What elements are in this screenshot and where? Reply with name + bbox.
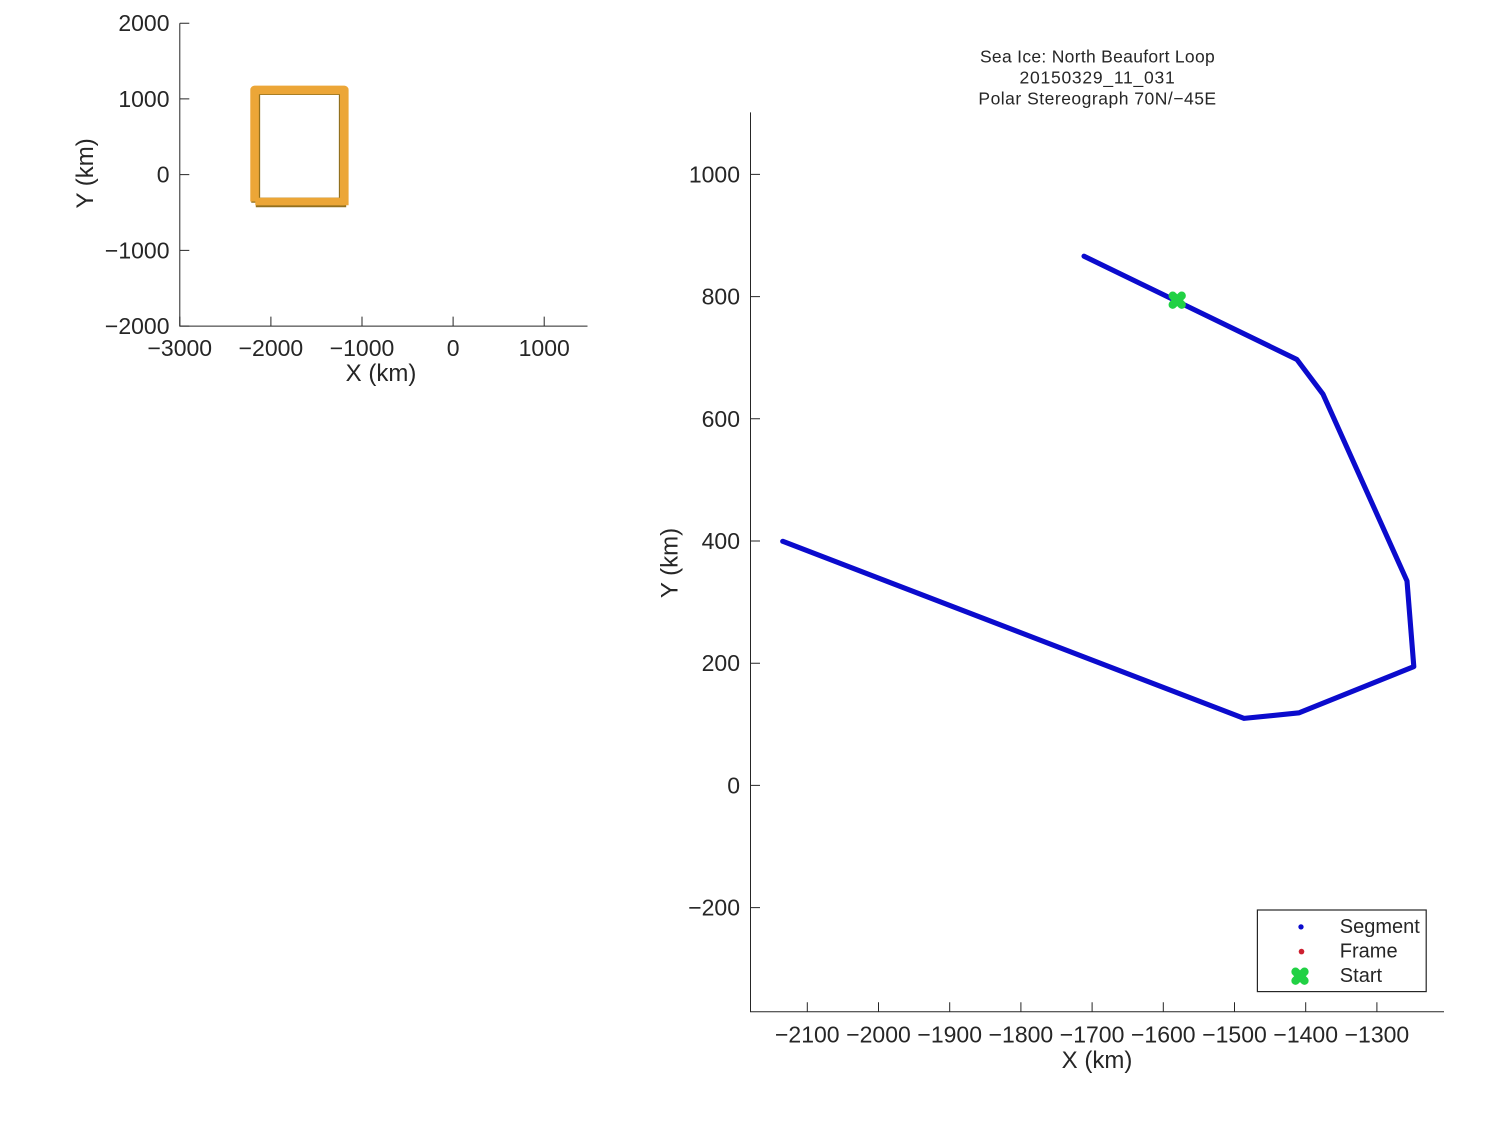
svg-text:−1000: −1000 xyxy=(330,335,395,361)
svg-text:Y (km): Y (km) xyxy=(657,528,684,598)
svg-text:−2000: −2000 xyxy=(105,313,170,339)
svg-text:−1600: −1600 xyxy=(1131,1022,1196,1048)
svg-text:600: 600 xyxy=(702,406,740,432)
svg-text:Sea Ice: North Beaufort Loop: Sea Ice: North Beaufort Loop xyxy=(980,47,1215,67)
svg-text:1000: 1000 xyxy=(519,335,570,361)
svg-text:−2000: −2000 xyxy=(846,1022,911,1048)
svg-text:0: 0 xyxy=(727,772,740,798)
svg-text:1000: 1000 xyxy=(689,161,740,187)
svg-text:20150329_11_031: 20150329_11_031 xyxy=(1020,68,1176,89)
svg-text:−1300: −1300 xyxy=(1345,1022,1410,1048)
svg-text:0: 0 xyxy=(157,162,170,188)
svg-text:−200: −200 xyxy=(688,895,740,921)
svg-text:Frame: Frame xyxy=(1340,941,1398,963)
svg-text:800: 800 xyxy=(702,284,740,310)
svg-text:−3000: −3000 xyxy=(147,335,212,361)
svg-text:Y (km): Y (km) xyxy=(72,138,99,208)
svg-text:0: 0 xyxy=(447,335,460,361)
svg-text:200: 200 xyxy=(702,650,740,676)
svg-text:X (km): X (km) xyxy=(1062,1047,1133,1074)
svg-text:−1000: −1000 xyxy=(105,237,170,263)
svg-text:Start: Start xyxy=(1340,965,1383,987)
svg-text:1000: 1000 xyxy=(118,86,169,112)
svg-text:−2000: −2000 xyxy=(239,335,304,361)
svg-text:2000: 2000 xyxy=(118,10,169,36)
svg-text:−1700: −1700 xyxy=(1060,1022,1125,1048)
svg-text:400: 400 xyxy=(702,528,740,554)
svg-text:−2100: −2100 xyxy=(775,1022,840,1048)
svg-text:−1900: −1900 xyxy=(917,1022,982,1048)
svg-text:X (km): X (km) xyxy=(346,360,417,387)
svg-text:−1400: −1400 xyxy=(1273,1022,1338,1048)
svg-text:−1800: −1800 xyxy=(989,1022,1054,1048)
svg-text:−1500: −1500 xyxy=(1202,1022,1267,1048)
svg-text:Segment: Segment xyxy=(1340,916,1420,938)
svg-text:Polar Stereograph 70N/−45E: Polar Stereograph 70N/−45E xyxy=(978,89,1216,109)
